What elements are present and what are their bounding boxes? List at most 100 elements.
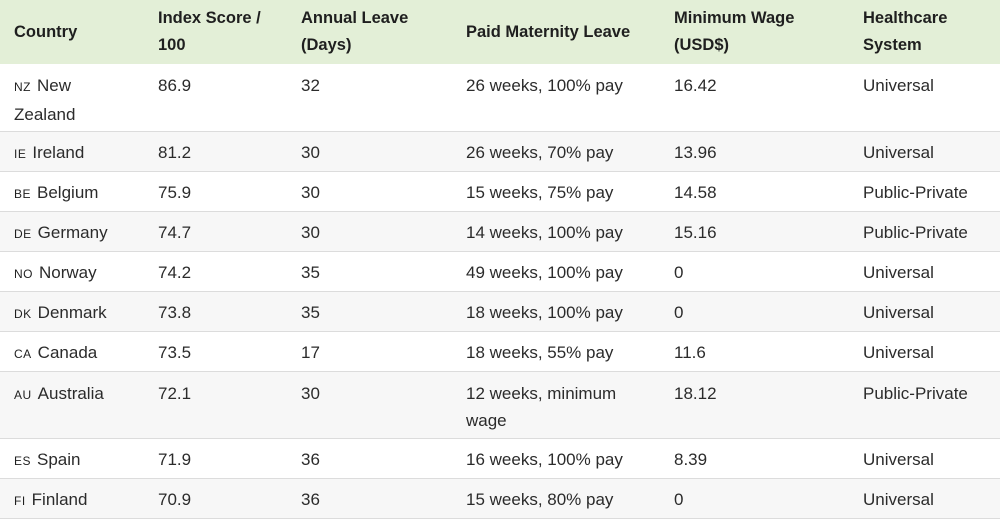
table-row: FI Finland 70.9 36 15 weeks, 80% pay 0 Un…: [0, 478, 1000, 518]
country-name: Denmark: [37, 302, 107, 322]
wage-cell: 11.6: [674, 342, 706, 362]
health-cell: Public-Private: [863, 182, 968, 202]
health-cell: Universal: [863, 489, 934, 509]
wage-cell: 15.16: [674, 222, 717, 242]
header-country[interactable]: Country: [14, 22, 78, 41]
score-cell: 70.9: [158, 489, 192, 509]
maternity-cell: 12 weeks, minimum wage: [466, 383, 617, 430]
flag-icon: DE: [14, 226, 32, 241]
flag-icon: NZ: [14, 80, 31, 94]
health-cell: Public-Private: [863, 383, 968, 403]
health-cell: Universal: [863, 302, 934, 322]
table-row: NZ New Zealand 86.9 32 26 weeks, 100% pay…: [0, 64, 1000, 131]
header-index-score[interactable]: Index Score / 100: [158, 9, 261, 54]
country-cell: FI Finland: [0, 478, 144, 518]
score-cell: 75.9: [158, 182, 192, 202]
health-cell: Universal: [863, 76, 934, 95]
flag-icon: ES: [14, 453, 32, 468]
header-minimum-wage[interactable]: Minimum Wage (USD$): [674, 9, 795, 54]
country-name: New Zealand: [14, 76, 76, 124]
table-body: NZ New Zealand 86.9 32 26 weeks, 100% pay…: [0, 64, 1000, 518]
table-row: DE Germany 74.7 30 14 weeks, 100% pay 15.…: [0, 211, 1000, 251]
flag-icon: DK: [14, 306, 32, 321]
score-cell: 81.2: [158, 142, 192, 162]
leave-cell: 30: [301, 142, 320, 162]
maternity-cell: 14 weeks, 100% pay: [466, 222, 623, 242]
flag-icon: CA: [14, 346, 32, 361]
country-cell: BE Belgium: [0, 171, 144, 211]
table-row: BE Belgium 75.9 30 15 weeks, 75% pay 14.5…: [0, 171, 1000, 211]
header-annual-leave[interactable]: Annual Leave (Days): [301, 9, 409, 54]
score-cell: 74.2: [158, 262, 192, 282]
table-row: ES Spain 71.9 36 16 weeks, 100% pay 8.39 …: [0, 438, 1000, 478]
leave-cell: 30: [301, 222, 320, 242]
wage-cell: 14.58: [674, 182, 717, 202]
maternity-cell: 15 weeks, 80% pay: [466, 489, 614, 509]
flag-icon: NO: [14, 266, 33, 281]
country-name: Belgium: [37, 182, 99, 202]
table-row: NO Norway 74.2 35 49 weeks, 100% pay 0 Un…: [0, 251, 1000, 291]
country-name: Germany: [37, 222, 108, 242]
leave-cell: 35: [301, 302, 320, 322]
country-cell: NO Norway: [0, 251, 144, 291]
health-cell: Universal: [863, 449, 934, 469]
country-cell: ES Spain: [0, 438, 144, 478]
leave-cell: 32: [301, 76, 320, 95]
country-cell: DE Germany: [0, 211, 144, 251]
country-cell: CA Canada: [0, 331, 144, 371]
score-cell: 73.8: [158, 302, 192, 322]
flag-icon: BE: [14, 186, 32, 201]
table-row: IE Ireland 81.2 30 26 weeks, 70% pay 13.9…: [0, 131, 1000, 171]
health-cell: Public-Private: [863, 222, 968, 242]
health-cell: Universal: [863, 262, 934, 282]
country-name: Canada: [37, 342, 98, 362]
score-cell: 71.9: [158, 449, 192, 469]
country-name: Finland: [31, 489, 88, 509]
health-cell: Universal: [863, 142, 934, 162]
maternity-cell: 15 weeks, 75% pay: [466, 182, 614, 202]
wage-cell: 13.96: [674, 142, 717, 162]
leave-cell: 30: [301, 182, 320, 202]
country-cell: IE Ireland: [0, 131, 144, 171]
wage-cell: 0: [674, 262, 684, 282]
leave-cell: 35: [301, 262, 320, 282]
wage-cell: 0: [674, 489, 684, 509]
country-name: Ireland: [32, 142, 85, 162]
flag-icon: AU: [14, 387, 32, 402]
country-cell: DK Denmark: [0, 291, 144, 331]
maternity-cell: 16 weeks, 100% pay: [466, 449, 623, 469]
wage-cell: 8.39: [674, 449, 708, 469]
score-cell: 72.1: [158, 383, 192, 403]
country-name: Norway: [39, 262, 97, 282]
wage-cell: 18.12: [674, 383, 717, 403]
leave-cell: 17: [301, 342, 320, 362]
maternity-cell: 49 weeks, 100% pay: [466, 262, 623, 282]
health-cell: Universal: [863, 342, 934, 362]
header-maternity-leave[interactable]: Paid Maternity Leave: [466, 22, 631, 41]
table-row: AU Australia 72.1 30 12 weeks, minimum wa…: [0, 371, 1000, 438]
country-name: Spain: [37, 449, 81, 469]
country-cell: NZ New Zealand: [0, 64, 144, 131]
table-row: DK Denmark 73.8 35 18 weeks, 100% pay 0 U…: [0, 291, 1000, 331]
maternity-cell: 18 weeks, 100% pay: [466, 302, 623, 322]
score-cell: 73.5: [158, 342, 192, 362]
maternity-cell: 26 weeks, 100% pay: [466, 76, 623, 95]
leave-cell: 36: [301, 449, 320, 469]
score-cell: 74.7: [158, 222, 192, 242]
header-healthcare-system[interactable]: Healthcare System: [863, 9, 948, 54]
country-name: Australia: [37, 383, 104, 403]
maternity-cell: 18 weeks, 55% pay: [466, 342, 614, 362]
leave-cell: 30: [301, 383, 320, 403]
score-cell: 86.9: [158, 76, 192, 95]
leave-cell: 36: [301, 489, 320, 509]
country-cell: AU Australia: [0, 371, 144, 438]
wage-cell: 0: [674, 302, 684, 322]
table-header: Country Index Score / 100 Annual Leave (…: [0, 0, 1000, 64]
table-row: CA Canada 73.5 17 18 weeks, 55% pay 11.6 …: [0, 331, 1000, 371]
flag-icon: IE: [14, 146, 27, 161]
maternity-cell: 26 weeks, 70% pay: [466, 142, 614, 162]
flag-icon: FI: [14, 493, 26, 508]
header-row: Country Index Score / 100 Annual Leave (…: [0, 0, 1000, 64]
wage-cell: 16.42: [674, 76, 717, 95]
